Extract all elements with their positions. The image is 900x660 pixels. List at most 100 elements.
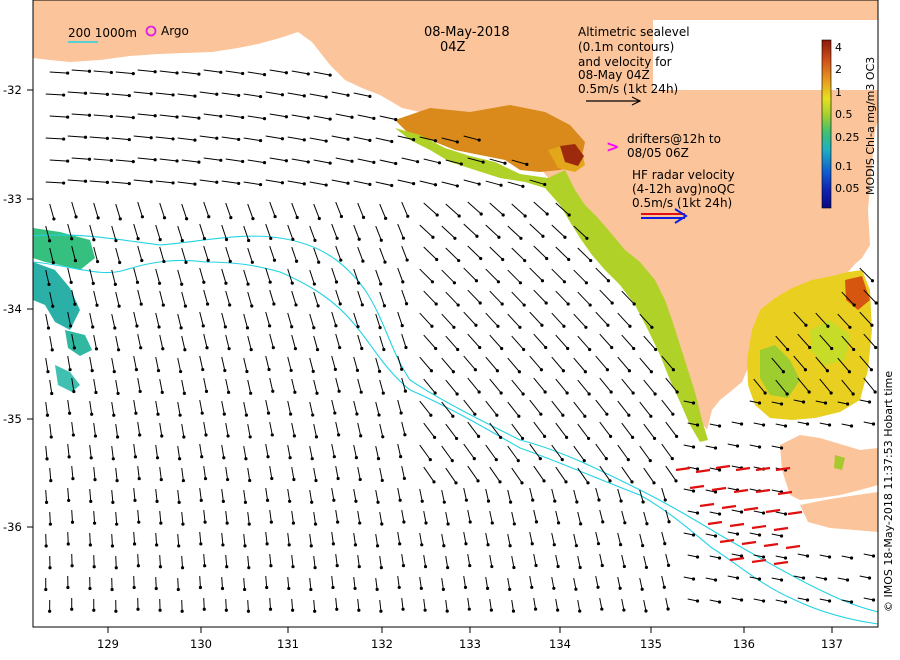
velocity-arrow [291, 114, 309, 119]
velocity-arrow [137, 333, 142, 348]
velocity-arrow-head [333, 411, 337, 415]
velocity-arrow-head [446, 565, 450, 570]
velocity-arrow-head [432, 480, 436, 484]
velocity-arrow-head [178, 369, 183, 374]
velocity-arrow-head [95, 259, 100, 264]
velocity-arrow-head [47, 239, 52, 243]
velocity-arrow [661, 443, 673, 459]
velocity-arrow [731, 597, 742, 601]
velocity-arrow-head [596, 542, 601, 546]
velocity-arrow-head [335, 236, 339, 240]
velocity-arrow [243, 357, 248, 372]
velocity-arrow [507, 445, 519, 461]
velocity-arrow-head [717, 556, 722, 560]
velocity-arrow-head [619, 499, 623, 503]
velocity-arrow [463, 575, 466, 588]
velocity-arrow-head [132, 542, 137, 546]
velocity-arrow [269, 333, 274, 348]
velocity-arrow-head [403, 433, 407, 437]
velocity-arrow-head [442, 500, 446, 504]
velocity-arrow-head [561, 413, 565, 417]
velocity-arrow-head [649, 370, 653, 374]
velocity-arrow-head [381, 391, 385, 395]
velocity-arrow-head [618, 543, 623, 547]
velocity-arrow-head [269, 236, 273, 241]
velocity-arrow [489, 554, 493, 567]
velocity-arrow-head [243, 544, 247, 548]
velocity-arrow-head [48, 522, 52, 526]
velocity-arrow [331, 575, 334, 588]
velocity-arrow-head [691, 401, 696, 405]
velocity-arrow [203, 598, 205, 610]
x-tick-label: 129 [97, 637, 119, 651]
velocity-arrow [463, 223, 478, 237]
velocity-arrow [111, 357, 115, 372]
velocity-arrow [199, 311, 204, 327]
velocity-arrow-head [463, 585, 468, 589]
velocity-arrow-head [761, 511, 766, 515]
velocity-arrow-head [291, 237, 295, 241]
velocity-arrow-head [671, 412, 675, 416]
velocity-arrow [93, 422, 96, 437]
velocity-arrow [155, 224, 161, 240]
velocity-arrow-head [496, 324, 500, 328]
velocity-arrow-head [91, 281, 95, 285]
colorbar-tick: 0.1 [835, 160, 853, 173]
velocity-arrow-head [109, 114, 113, 119]
velocity-arrow [331, 355, 336, 370]
velocity-arrow-head [220, 586, 225, 591]
velocity-arrow-head [270, 433, 274, 437]
velocity-arrow-head [801, 400, 806, 404]
velocity-arrow [401, 157, 418, 163]
velocity-arrow [441, 489, 445, 503]
velocity-arrow-head [51, 260, 55, 265]
velocity-arrow [353, 356, 358, 371]
velocity-arrow [775, 423, 786, 427]
velocity-arrow [49, 468, 52, 481]
velocity-arrow-head [202, 607, 206, 611]
velocity-arrow-head [578, 565, 582, 570]
velocity-arrow [445, 467, 457, 484]
velocity-arrow-head [531, 498, 535, 502]
velocity-arrow [423, 510, 427, 524]
velocity-arrow-head [521, 184, 525, 188]
velocity-arrow [335, 377, 340, 392]
velocity-arrow [551, 532, 555, 545]
velocity-arrow [375, 401, 380, 416]
velocity-arrow-head [394, 161, 398, 166]
velocity-arrow-head [215, 136, 219, 140]
velocity-arrow-head [808, 345, 812, 350]
velocity-arrow-head [397, 585, 401, 590]
velocity-arrow [287, 488, 291, 502]
velocity-arrow-head [193, 182, 197, 186]
velocity-arrow-head [200, 455, 204, 459]
velocity-arrow [639, 357, 652, 373]
velocity-arrow [419, 576, 422, 589]
velocity-arrow-head [357, 565, 361, 569]
velocity-arrow [67, 399, 71, 414]
velocity-arrow-head [520, 436, 525, 441]
velocity-arrow [331, 311, 337, 326]
velocity-arrow-head [114, 609, 118, 613]
velocity-arrow [643, 335, 657, 350]
velocity-arrow-head [183, 348, 187, 352]
velocity-arrow [445, 423, 457, 439]
velocity-arrow [643, 511, 648, 524]
velocity-arrow-head [398, 498, 402, 502]
velocity-arrow-head [92, 238, 96, 242]
velocity-arrow [313, 71, 331, 76]
velocity-arrow-head [632, 346, 636, 351]
velocity-arrow-head [556, 564, 560, 569]
velocity-arrow-head [589, 258, 593, 263]
velocity-arrow [485, 268, 499, 283]
velocity-arrow-head [713, 490, 718, 494]
velocity-arrow [511, 291, 525, 306]
velocity-arrow-head [177, 544, 181, 548]
velocity-arrow-head [468, 520, 472, 524]
velocity-arrow-head [310, 457, 314, 461]
velocity-arrow [445, 203, 460, 217]
velocity-arrow-head [284, 115, 288, 119]
velocity-arrow-head [717, 600, 722, 604]
velocity-arrow [511, 511, 515, 525]
velocity-arrow-head [140, 215, 144, 219]
